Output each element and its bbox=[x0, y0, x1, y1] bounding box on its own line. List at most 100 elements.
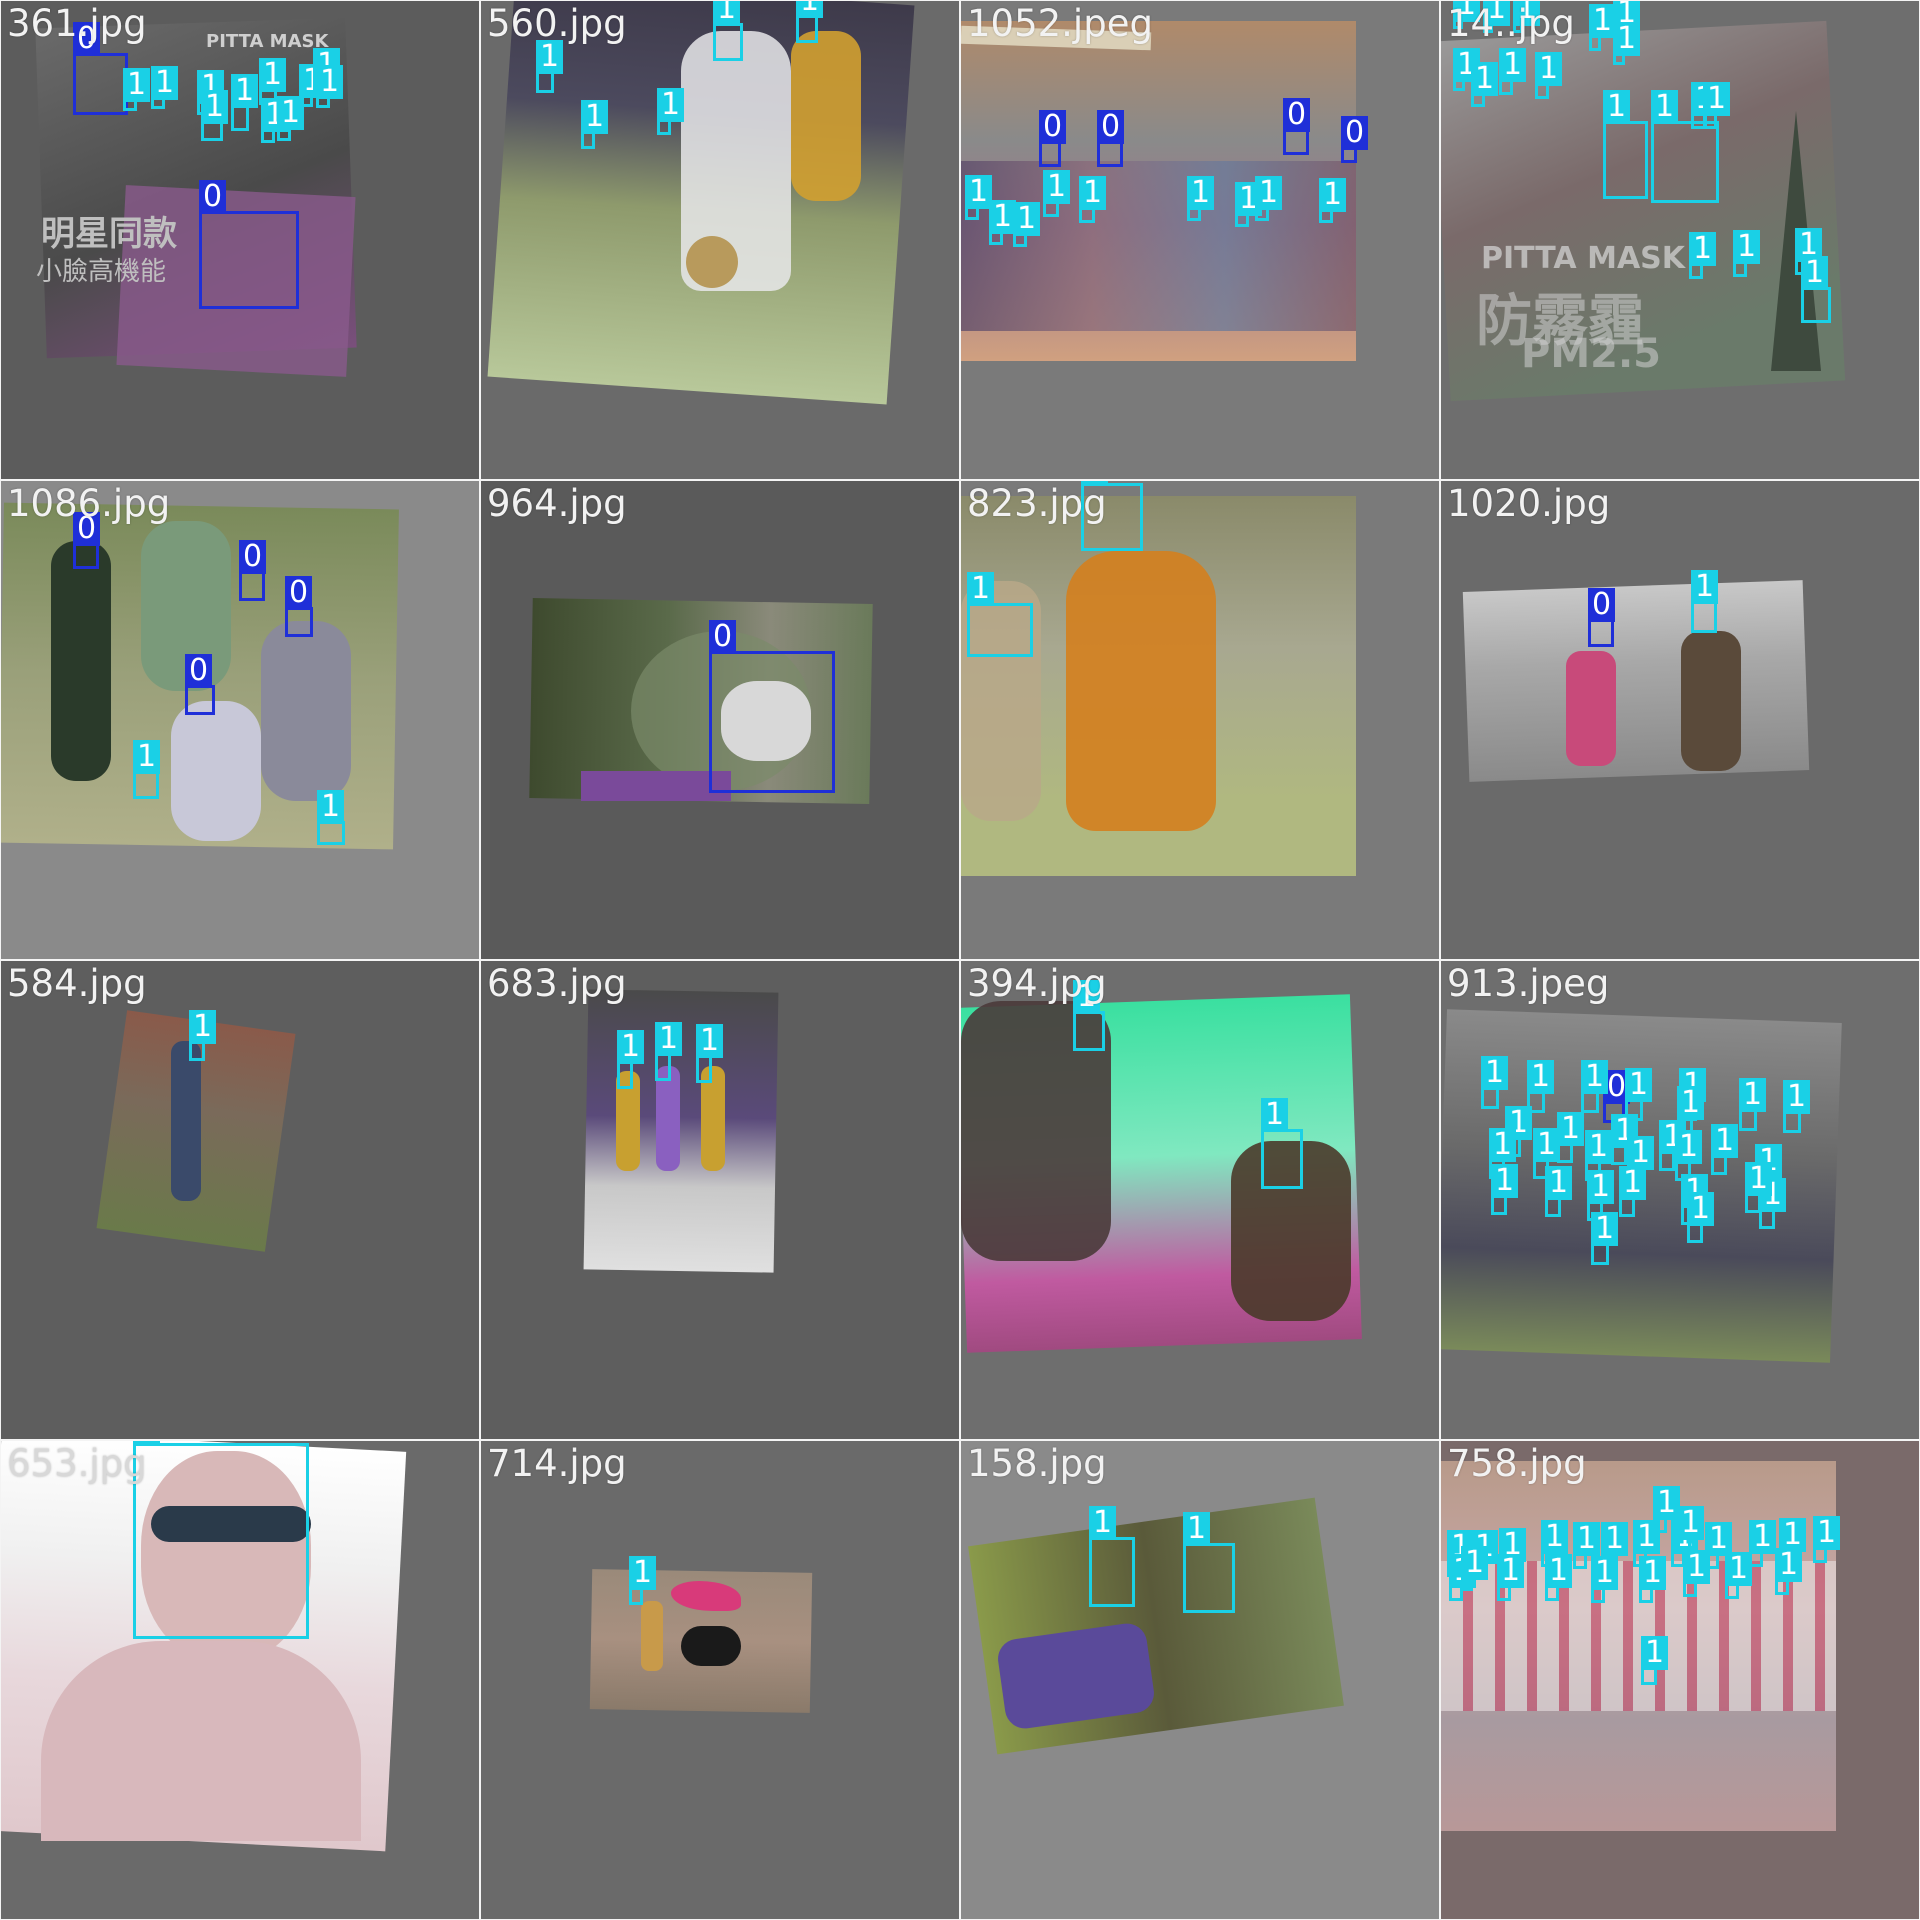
bbox-class-1: 1 bbox=[1453, 48, 1481, 91]
bbox-class-1: 1 bbox=[1013, 202, 1041, 247]
soldier-figure bbox=[51, 541, 111, 781]
bbox-class-0: 0 bbox=[1341, 116, 1369, 163]
bbox-class-1: 1 bbox=[133, 740, 161, 799]
tile-filename: 1086.jpg bbox=[7, 482, 171, 525]
bbox-class-1: 1 bbox=[1089, 1506, 1135, 1607]
bbox-class-1: 1 bbox=[1703, 82, 1731, 129]
bbox-class-1: 1 bbox=[536, 40, 564, 93]
bbox-class-1: 1 bbox=[1481, 1056, 1509, 1109]
soldier-left bbox=[961, 1001, 1111, 1261]
tile-964: 964.jpg 0 bbox=[480, 480, 960, 960]
bbox-class-1: 1 bbox=[1711, 1124, 1739, 1175]
basketball bbox=[686, 236, 738, 288]
bull bbox=[681, 1626, 741, 1666]
poster-brand-text: PITTA MASK bbox=[1481, 241, 1686, 276]
soldier-right bbox=[1231, 1141, 1351, 1321]
bbox-class-1: 1 bbox=[1677, 1086, 1705, 1137]
orange-kit bbox=[1066, 551, 1216, 831]
bbox-class-1: 1 bbox=[1535, 52, 1563, 99]
bbox-class-1: 1 bbox=[1573, 1522, 1601, 1569]
bbox-class-1: 1 bbox=[1801, 256, 1831, 323]
staff-vest bbox=[1566, 651, 1616, 766]
bbox-class-1: 1 bbox=[1497, 1554, 1525, 1601]
tile-1086: 1086.jpg 0 0 0 0 1 1 bbox=[0, 480, 480, 960]
traveler bbox=[1681, 631, 1741, 771]
bbox-class-1: 1 bbox=[1611, 1114, 1639, 1165]
bbox-class-1: 1 bbox=[1689, 232, 1717, 279]
bbox-class-1: 1 bbox=[1081, 481, 1143, 551]
tile-560: 560.jpg 1 1 1 1 1 bbox=[480, 0, 960, 480]
bbox-class-1: 1 bbox=[967, 572, 1033, 657]
tile-158: 158.jpg 1 1 bbox=[960, 1440, 1440, 1920]
bbox-class-1: 1 bbox=[123, 68, 151, 111]
bbox-label: 0 bbox=[73, 22, 101, 56]
bbox-class-1: 1 bbox=[317, 790, 345, 845]
bbox-class-1: 1 bbox=[1613, 22, 1641, 65]
bbox-class-1: 1 bbox=[1491, 1164, 1519, 1215]
bbox-class-1: 1 bbox=[617, 1030, 645, 1089]
bbox-class-1: 1 bbox=[299, 64, 327, 107]
tile-filename: 758.jpg bbox=[1447, 1442, 1587, 1485]
poster-brand-text: PITTA MASK bbox=[206, 31, 329, 52]
bbox-class-1: 1 bbox=[1079, 176, 1107, 223]
bbox-class-1: 1 bbox=[1527, 1060, 1555, 1113]
bbox-class-1: 1 bbox=[231, 74, 259, 131]
bbox-class-1: 1 bbox=[1691, 570, 1719, 633]
bbox-class-1: 1 bbox=[1725, 1552, 1753, 1599]
tile-823: 823.jpg 1 1 bbox=[960, 480, 1440, 960]
bbox-class-1: 1 bbox=[1043, 170, 1071, 217]
bbox-class-0: 0 bbox=[1039, 110, 1067, 167]
bbox-class-1: 1 bbox=[1471, 62, 1499, 107]
tile-filename: 1052.jpeg bbox=[967, 2, 1153, 45]
bbox-class-1: 1 bbox=[1073, 980, 1105, 1051]
bbox-class-0: 0 bbox=[709, 620, 835, 793]
bbox-class-1: 1 bbox=[1653, 1486, 1681, 1533]
bbox-class-1: 1 bbox=[1759, 1178, 1787, 1229]
bbox-class-1: 1 bbox=[133, 1441, 309, 1639]
tile-filename: 714.jpg bbox=[487, 1442, 627, 1485]
bbox-class-0: 0 bbox=[1097, 110, 1125, 167]
tile-filename: 823.jpg bbox=[967, 482, 1107, 525]
tile-1052: 1052.jpeg 0 0 0 0 1 1 1 1 1 1 1 1 1 bbox=[960, 0, 1440, 480]
bbox-class-1: 1 bbox=[1733, 230, 1761, 277]
tile-filename: 584.jpg bbox=[7, 962, 147, 1005]
bbox-class-1: 1 bbox=[1545, 1554, 1573, 1601]
tile-714: 714.jpg 1 bbox=[480, 1440, 960, 1920]
bbox-class-1: 1 bbox=[1513, 1, 1541, 33]
bbox-class-0: 0 bbox=[239, 540, 267, 601]
bbox-class-1: 1 bbox=[1783, 1080, 1811, 1133]
bbox-class-1: 1 bbox=[1483, 1, 1511, 33]
bbox-class-1: 1 bbox=[965, 175, 993, 220]
bbox-class-0: 0 bbox=[285, 576, 313, 637]
tile-filename: 560.jpg bbox=[487, 2, 627, 45]
bbox-class-1: 1 bbox=[261, 98, 289, 143]
poster-slogan-2: PM2.5 bbox=[1521, 331, 1661, 377]
poster-slogan-2: 小臉高機能 bbox=[36, 257, 167, 287]
bbox-class-1: 1 bbox=[657, 88, 685, 135]
bbox-class-1: 1 bbox=[1795, 228, 1823, 275]
bbox-class-1: 1 bbox=[1589, 4, 1617, 51]
bbox-class-1: 1 bbox=[796, 1, 824, 43]
bbox-class-1: 1 bbox=[1745, 1162, 1773, 1213]
bbox-class-1: 1 bbox=[1775, 1548, 1803, 1595]
bbox-class-1: 1 bbox=[1591, 1556, 1619, 1603]
purple-sweater bbox=[581, 771, 731, 801]
tile-361: PITTA MASK 明星同款 小臉高機能 361.jpg 0 0 1 1 1 … bbox=[0, 0, 480, 480]
bbox-class-1: 1 bbox=[1677, 1506, 1705, 1553]
tile-filename: 158.jpg bbox=[967, 1442, 1107, 1485]
bbox-label: 0 bbox=[199, 180, 227, 214]
goggles bbox=[151, 1506, 311, 1542]
bbox-class-1: 1 bbox=[1545, 1166, 1573, 1217]
bbox-class-1: 1 bbox=[277, 96, 305, 141]
person-jacket bbox=[261, 621, 351, 801]
tile-filename: 1020.jpg bbox=[1447, 482, 1611, 525]
bbox-class-1: 1 bbox=[696, 1024, 724, 1083]
bbox-class-1: 1 bbox=[1659, 1120, 1687, 1171]
bbox-class-1: 1 bbox=[1319, 178, 1347, 223]
bbox-class-0: 0 bbox=[1588, 588, 1616, 647]
player-orange bbox=[791, 31, 861, 201]
bbox-class-0: 0 bbox=[1283, 98, 1311, 155]
matador bbox=[641, 1601, 663, 1671]
bbox-class-1: 1 bbox=[189, 1010, 217, 1061]
bbox-class-1: 1 bbox=[1261, 1098, 1303, 1189]
